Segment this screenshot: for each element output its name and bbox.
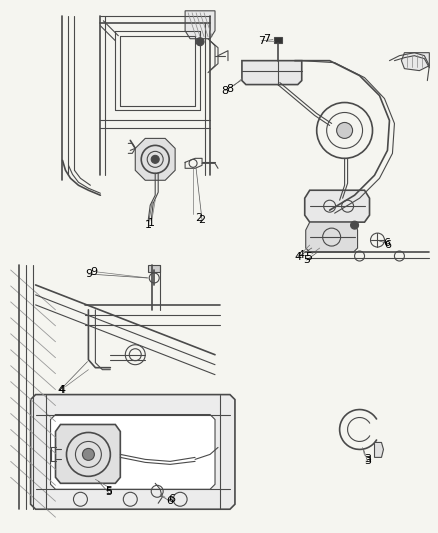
Polygon shape [273, 37, 281, 43]
Polygon shape [185, 11, 215, 39]
Circle shape [151, 155, 159, 163]
Text: 6: 6 [382, 238, 389, 248]
Text: 9: 9 [85, 269, 92, 279]
Text: 7: 7 [262, 34, 269, 44]
Text: 7: 7 [258, 36, 265, 46]
Circle shape [196, 38, 204, 46]
Text: 2: 2 [194, 213, 202, 223]
Text: 6: 6 [166, 496, 173, 506]
Polygon shape [148, 265, 160, 272]
Text: 5: 5 [304, 252, 311, 262]
Circle shape [82, 448, 94, 461]
Text: 5: 5 [105, 487, 112, 497]
Text: 4: 4 [297, 250, 304, 260]
Text: 1: 1 [145, 220, 152, 230]
Text: 2: 2 [198, 215, 205, 225]
Polygon shape [50, 415, 215, 489]
Circle shape [350, 221, 358, 229]
Polygon shape [374, 442, 383, 457]
Polygon shape [31, 394, 234, 509]
Polygon shape [305, 222, 357, 252]
Text: 4: 4 [293, 252, 300, 262]
Text: 4: 4 [58, 385, 66, 394]
Polygon shape [304, 190, 369, 222]
Polygon shape [135, 139, 175, 180]
Text: 3: 3 [363, 456, 370, 466]
Text: 8: 8 [221, 86, 228, 95]
Text: 1: 1 [148, 218, 155, 228]
Circle shape [336, 123, 352, 139]
Polygon shape [241, 61, 301, 85]
Text: 9: 9 [90, 267, 97, 277]
Polygon shape [400, 53, 428, 70]
Text: 3: 3 [364, 455, 371, 464]
Text: 6: 6 [384, 240, 391, 250]
Text: 8: 8 [226, 84, 233, 94]
Polygon shape [55, 424, 120, 483]
Text: 4: 4 [57, 385, 64, 394]
Text: 6: 6 [168, 494, 175, 504]
Text: 5: 5 [303, 255, 310, 265]
Text: 5: 5 [105, 486, 112, 496]
